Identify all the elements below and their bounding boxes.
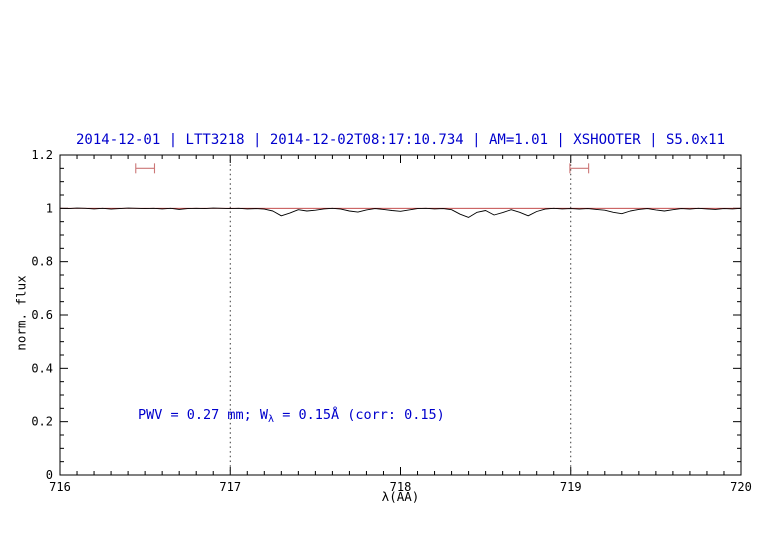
x-axis-label: λ(AA) bbox=[381, 489, 420, 504]
y-tick-label: 1 bbox=[46, 201, 53, 215]
lambda-subscript: λ bbox=[268, 414, 275, 425]
y-tick-label: 0.6 bbox=[31, 308, 53, 322]
observed-spectrum-line bbox=[59, 207, 742, 218]
y-tick-label: 0.8 bbox=[31, 255, 53, 269]
x-tick-label: 718 bbox=[390, 480, 412, 494]
x-tick-label: 716 bbox=[49, 480, 71, 494]
y-tick-label: 0 bbox=[46, 468, 53, 482]
pwv-annotation: PWV = 0.27 mm; Wλ = 0.15Å (corr: 0.15) bbox=[138, 407, 445, 425]
plot-title: 2014-12-01 | LTT3218 | 2014-12-02T08:17:… bbox=[75, 132, 725, 148]
line-region-marker bbox=[135, 163, 156, 174]
y-tick-label: 0.4 bbox=[31, 361, 53, 375]
y-tick-label: 1.2 bbox=[31, 148, 53, 162]
x-tick-label: 717 bbox=[219, 480, 241, 494]
line-region-marker bbox=[569, 163, 590, 174]
pwv-annotation-text-2: = 0.15Å (corr: 0.15) bbox=[274, 407, 445, 423]
plot-frame bbox=[59, 154, 742, 476]
pwv-annotation-text: PWV = 0.27 mm; W bbox=[138, 407, 269, 423]
x-tick-label: 719 bbox=[560, 480, 582, 494]
x-tick-label: 720 bbox=[730, 480, 752, 494]
y-tick-label: 0.2 bbox=[31, 415, 53, 429]
y-axis-label: norm. flux bbox=[13, 275, 29, 351]
